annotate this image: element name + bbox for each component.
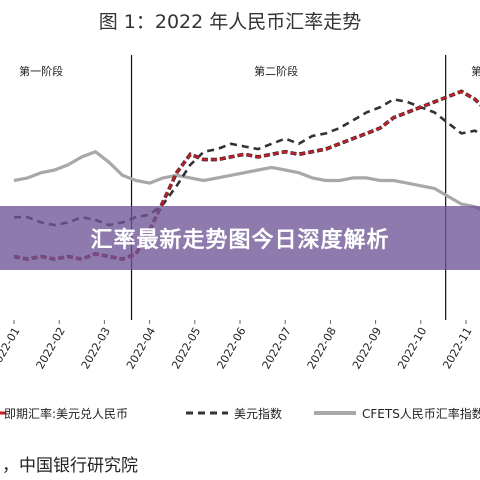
phase-layer: 第一阶段 第二阶段 第三阶段 [19, 55, 480, 320]
legend-label-dollar-index: 美元指数 [234, 406, 282, 421]
x-tick-label: 2022-04 [124, 325, 158, 371]
x-tick-label: 2022-06 [214, 325, 248, 371]
x-axis: 2022-01 2022-02 2022-03 2022-04 2022-05 2022-… [0, 320, 475, 371]
headline-text: 汇率最新走势图今日深度解析 [90, 228, 390, 253]
legend: 即期汇率:美元兑人民币 美元指数 CFETS人民币汇率指数 [0, 406, 480, 421]
phase-label-3: 第三阶段 [471, 64, 480, 78]
x-tick-label: 2022-01 [0, 325, 23, 371]
x-tick-label: 2022-10 [395, 325, 429, 371]
x-tick-label: 2022-07 [260, 325, 294, 371]
series-line-cfets [13, 150, 480, 212]
legend-label-cfets: CFETS人民币汇率指数 [362, 406, 480, 421]
headline-banner: 汇率最新走势图今日深度解析 [0, 206, 480, 270]
legend-label-spot: 即期汇率:美元兑人民币 [4, 406, 128, 421]
x-tick-label: 2022-02 [34, 325, 68, 371]
phase-label-2: 第二阶段 [254, 64, 298, 78]
x-tick-label: 2022-11 [440, 325, 474, 371]
source-note: ，中国银行研究院 [2, 456, 138, 476]
x-tick-label: 2022-08 [305, 325, 339, 371]
x-tick-label: 2022-05 [169, 325, 203, 371]
phase-label-1: 第一阶段 [19, 64, 63, 78]
x-tick-label: 2022-03 [79, 325, 113, 371]
chart-title: 图 1：2022 年人民币汇率走势 [99, 11, 362, 33]
x-tick-label: 2022-09 [350, 325, 384, 371]
